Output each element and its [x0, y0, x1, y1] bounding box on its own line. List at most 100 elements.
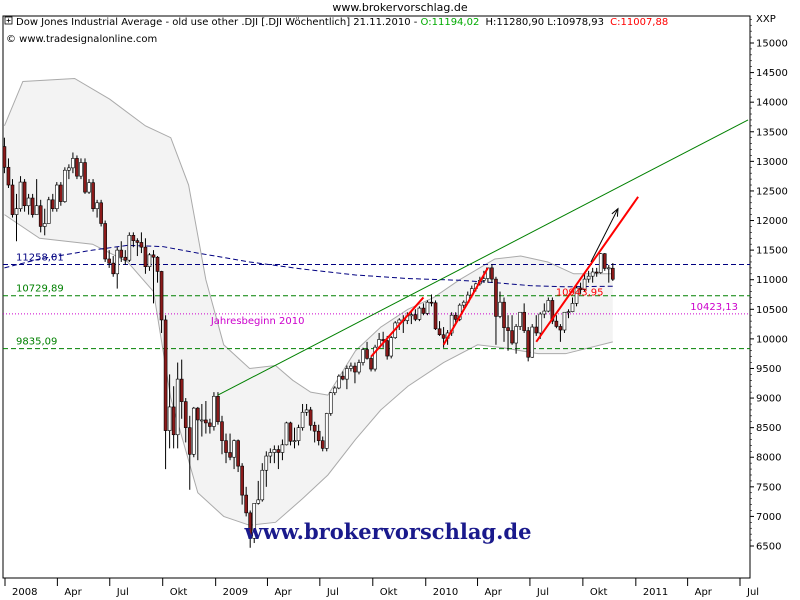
- x-tick-label: Okt: [380, 587, 398, 598]
- chart-header: Dow Jones Industrial Average - old use o…: [4, 16, 668, 45]
- y-tick-label: 12000: [756, 216, 788, 227]
- y-tick-label: 14500: [756, 68, 788, 79]
- candle-body: [574, 287, 579, 304]
- x-tick-label: Apr: [485, 587, 503, 598]
- candle-body: [389, 337, 394, 357]
- candle-body: [490, 267, 494, 280]
- candle-body: [171, 406, 176, 436]
- candle: [196, 406, 200, 461]
- trend-line-red: [442, 267, 489, 346]
- candle-body: [284, 422, 289, 446]
- candle: [123, 250, 128, 265]
- candle-body: [67, 167, 71, 171]
- candle: [421, 303, 426, 316]
- candle: [216, 392, 220, 425]
- candle: [494, 276, 498, 345]
- x-tick-label: Jul: [116, 587, 129, 598]
- candle: [75, 155, 79, 180]
- candle-body: [482, 278, 486, 281]
- candle: [111, 256, 116, 277]
- candle: [333, 386, 337, 396]
- candle-body: [22, 181, 27, 207]
- candle: [526, 327, 530, 362]
- y-tick-label: 7000: [756, 512, 781, 523]
- candle: [200, 403, 204, 437]
- candle: [320, 436, 325, 452]
- candle-body: [514, 326, 518, 344]
- candle: [103, 220, 107, 262]
- candle: [183, 398, 188, 443]
- candle: [228, 433, 232, 461]
- candle-body: [566, 311, 571, 313]
- candle: [95, 199, 99, 218]
- candle-body: [333, 387, 337, 394]
- candle: [586, 270, 591, 283]
- candle: [63, 167, 67, 203]
- candle-body: [598, 253, 603, 273]
- candle-body: [441, 334, 446, 339]
- candle: [357, 359, 361, 375]
- candle-body: [413, 314, 418, 320]
- candle-body: [461, 301, 466, 306]
- band-upper: [3, 77, 613, 396]
- candle-body: [115, 249, 120, 275]
- candle: [159, 270, 164, 333]
- x-tick-label: Jul: [746, 587, 759, 598]
- candle: [316, 424, 321, 446]
- candle: [14, 193, 19, 242]
- y-tick-label: 9000: [756, 394, 781, 405]
- candle-body: [570, 303, 575, 312]
- candle: [389, 335, 394, 359]
- candle-body: [42, 223, 47, 227]
- candle: [606, 264, 611, 283]
- candle-body: [232, 440, 236, 458]
- candle-body: [345, 368, 349, 380]
- candle: [570, 297, 575, 313]
- candle-body: [554, 320, 559, 327]
- horizontal-levels: 11258,01 10729,89 9835,09 10423,13: [3, 252, 750, 350]
- candle-body: [421, 307, 426, 314]
- candle-body: [236, 440, 240, 467]
- candle: [30, 193, 35, 218]
- candle-body: [135, 240, 140, 243]
- candle: [10, 179, 15, 218]
- candle-body: [163, 319, 168, 431]
- candle: [413, 309, 418, 322]
- x-tick-label: Okt: [170, 587, 188, 598]
- candle: [147, 253, 152, 271]
- candle-body: [83, 162, 87, 193]
- level-label: 11258,01: [16, 252, 64, 263]
- y-tick-label: 13500: [756, 127, 788, 138]
- annotations: Jahresbeginn 2010 10943,95: [210, 288, 604, 327]
- y-axis: 6500 7000 7500 8000 8500 9000 9500 10000 10500 11…: [750, 19, 788, 553]
- candle-body: [59, 184, 63, 202]
- candle-body: [224, 440, 228, 453]
- candle: [38, 199, 43, 233]
- candle: [155, 256, 160, 283]
- candle-body: [341, 375, 345, 380]
- candle-body: [167, 406, 172, 431]
- candle-body: [337, 375, 341, 389]
- candle: [365, 341, 369, 360]
- candle: [79, 158, 83, 180]
- trend-line-green: [217, 119, 749, 396]
- candle: [345, 365, 349, 390]
- candle: [240, 463, 244, 505]
- x-axis: 2008 Apr Jul Okt 2009 Apr Jul Okt 2010 Apr Jul Okt 2…: [4, 578, 759, 598]
- candle: [50, 193, 55, 212]
- candle-body: [425, 301, 430, 314]
- candle-body: [272, 449, 277, 453]
- candle: [308, 406, 313, 431]
- candle: [518, 311, 522, 331]
- level-label: 10729,89: [16, 284, 64, 295]
- candle: [187, 415, 192, 490]
- candle-body: [288, 422, 293, 442]
- candle: [107, 250, 111, 268]
- trend-lines: [217, 119, 749, 396]
- candle-body: [99, 202, 103, 224]
- projection-arrow-head: [611, 207, 619, 217]
- candle: [2, 137, 7, 174]
- candle: [433, 300, 438, 331]
- candle-body: [55, 184, 59, 209]
- candle-body: [397, 319, 402, 324]
